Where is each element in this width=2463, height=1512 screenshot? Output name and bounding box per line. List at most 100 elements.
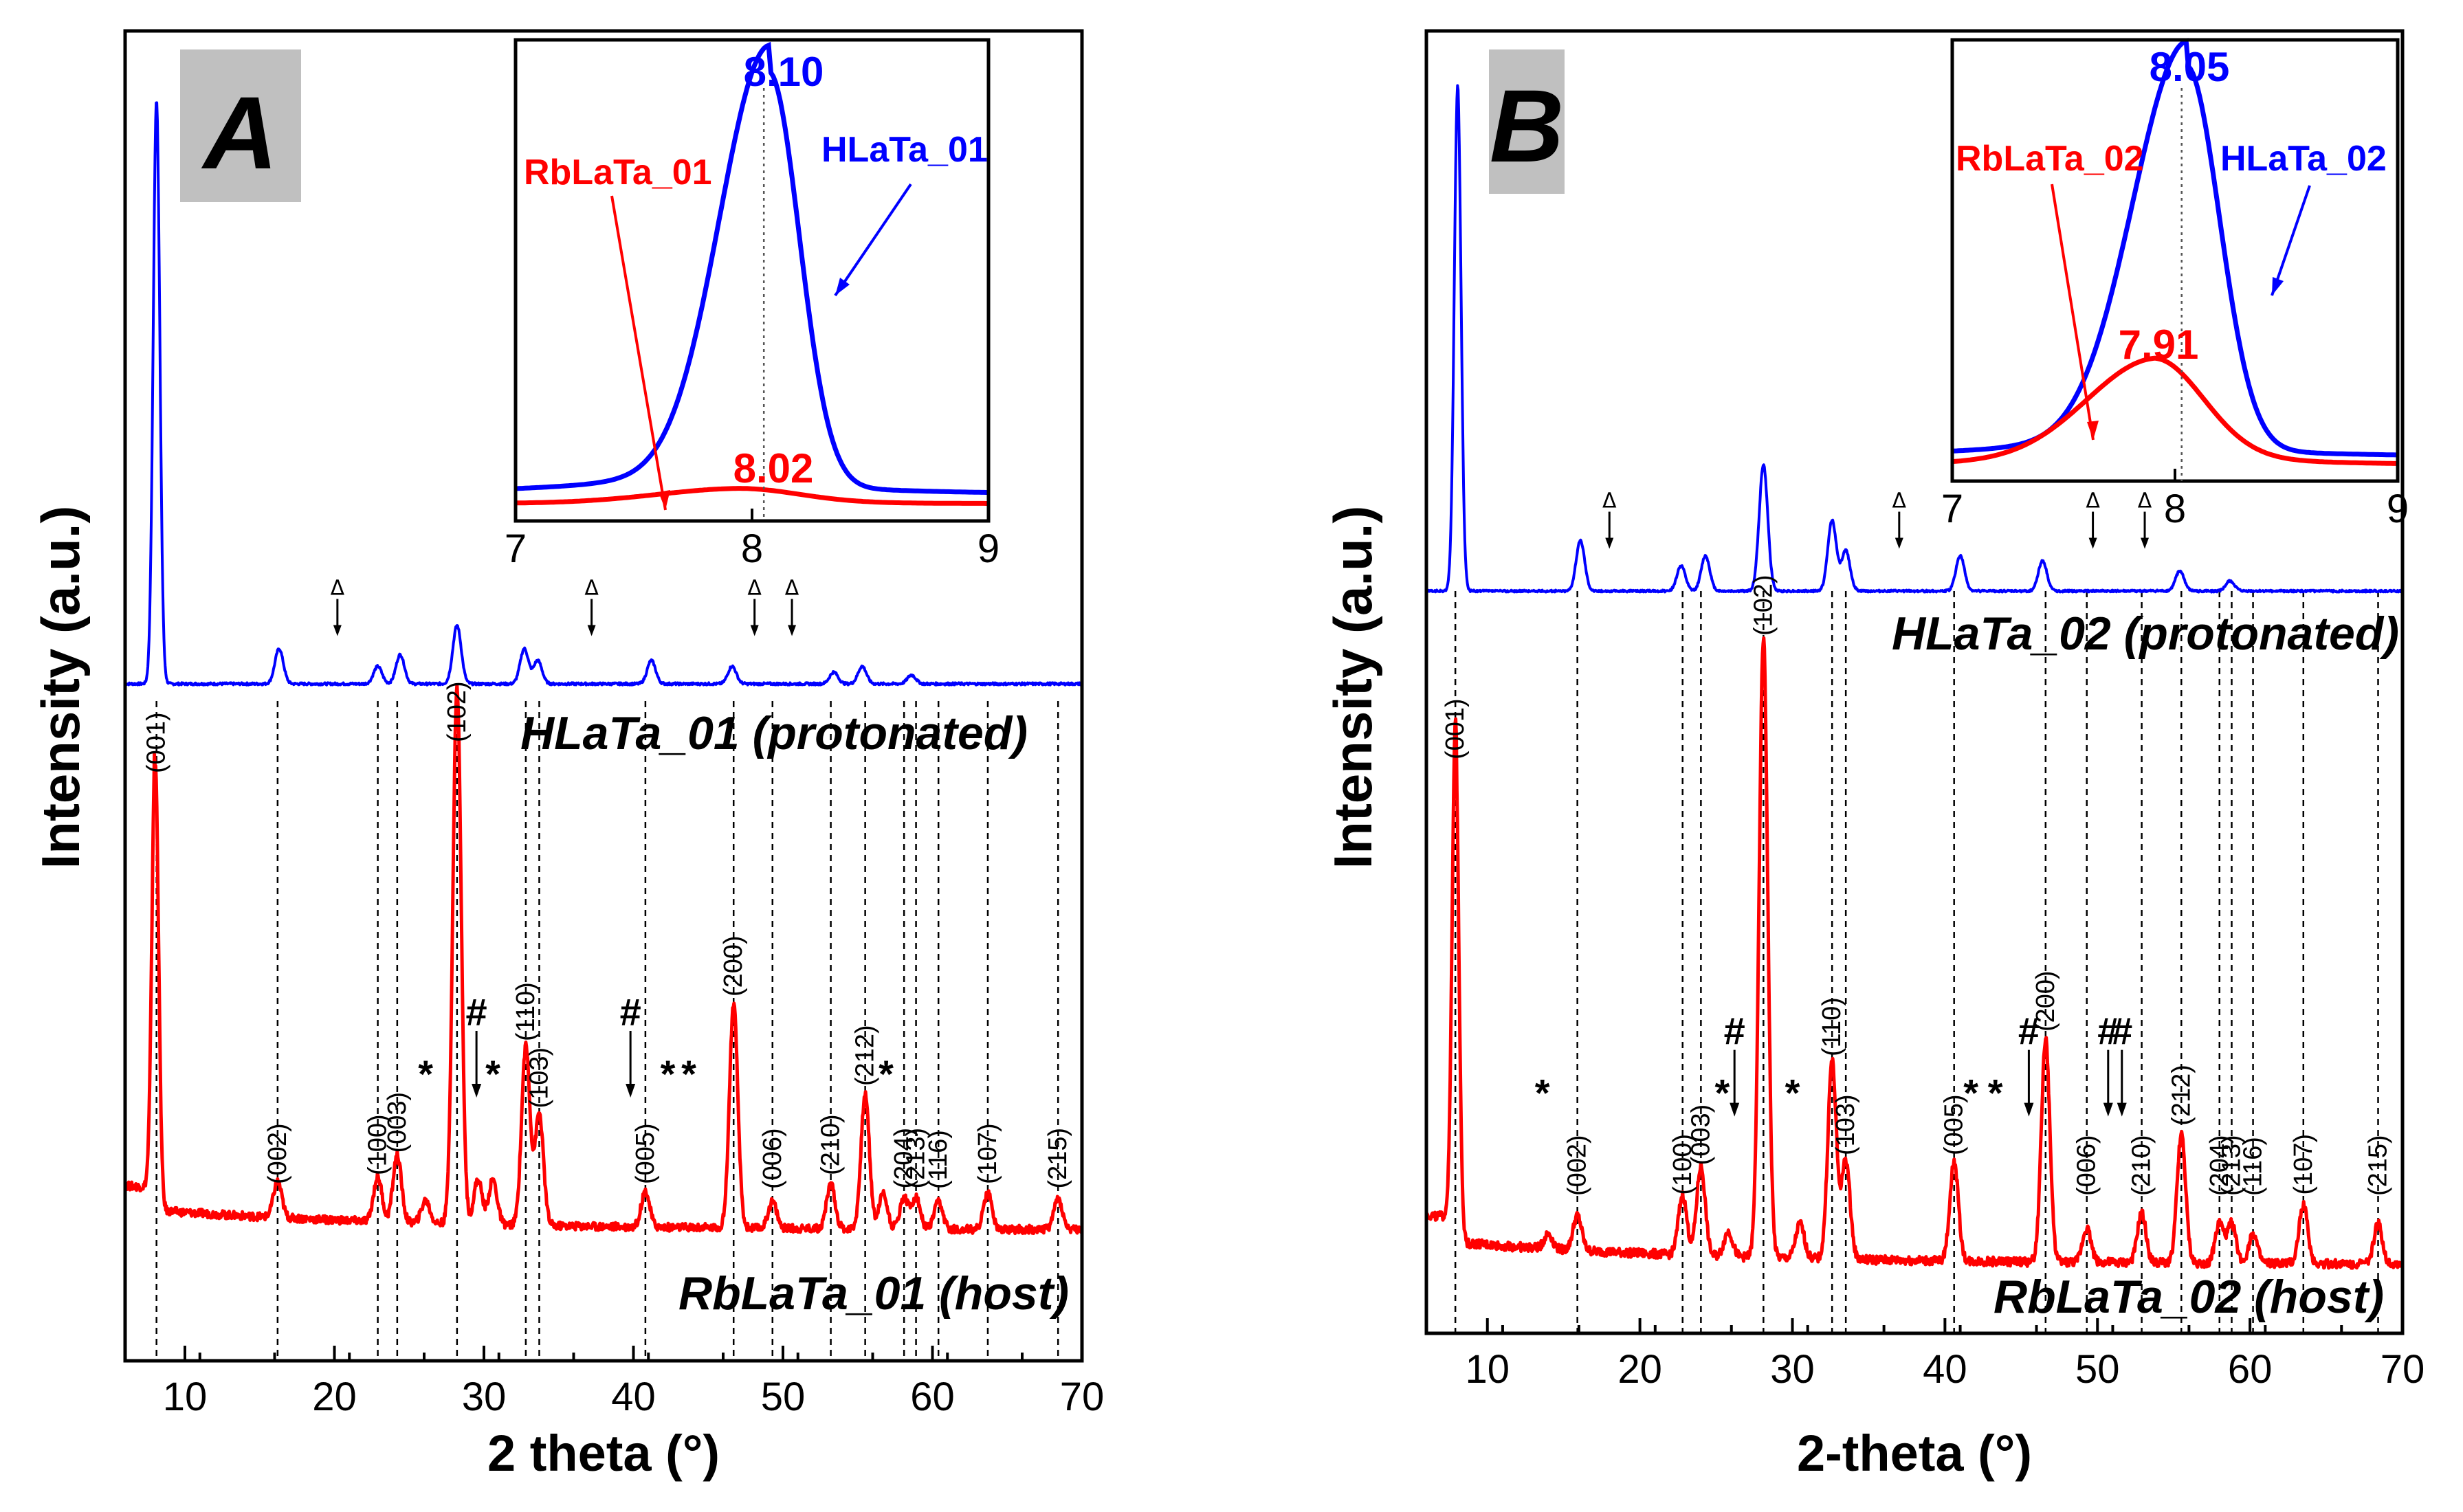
inset-red-peak-value: 8.02 [733,445,814,491]
impurity-arrowhead [472,1084,482,1098]
hkl-label: (006) [2073,1135,2101,1196]
hkl-label: (107) [973,1123,1002,1184]
hkl-label: (003) [383,1092,412,1153]
triangle-mark: Δ [1892,489,1907,513]
x-tick-label: 70 [1060,1375,1105,1419]
hkl-label: (212) [2167,1065,2196,1126]
inset-x-tick-label: 7 [1941,487,1963,531]
x-tick-label: 30 [462,1375,507,1419]
triangle-mark: Δ [2138,489,2152,513]
hkl-label: (005) [631,1123,660,1184]
triangle-mark: Δ [331,577,345,601]
plot-frame [1424,29,2405,1335]
series-label-protonated: HLaTa_02 (protonated) [1892,608,2399,660]
triangle-arrowhead [750,625,759,636]
x-tick-label: 40 [1923,1347,1967,1392]
hkl-label: (210) [2128,1135,2156,1196]
triangle-mark: Δ [785,577,799,601]
impurity-mark: * [1715,1071,1730,1115]
panel-label: A [201,75,278,190]
panel-a: Intensity (a.u.) (001) (002) (100)(003) (10… [30,29,1105,1482]
inset-x-ticks: 7 8 9 [1941,88,2409,531]
impurity-mark: * [681,1052,696,1096]
x-axis-ticks: 10 20 30 40 50 60 70 [124,1346,1105,1419]
inset-traces [1952,38,2398,466]
hkl-label: (107) [2289,1134,2318,1195]
hkl-label: (213) [902,1128,931,1189]
inset-red-series-name: RbLaTa_01 [524,153,712,192]
inset-x-tick-label: 8 [2164,487,2186,531]
x-axis-ticks: 10 20 30 40 50 60 70 [1425,1318,2425,1392]
hkl-label: (005) [1940,1094,1969,1155]
panel-b: Intensity (a.u.) (001) (002) (100)(003) (10… [1323,29,2425,1482]
hkl-label: (200) [2031,970,2060,1032]
inset-red-line [1952,355,2398,466]
hkl-label: (204) [2205,1135,2234,1196]
hkl-label: (006) [758,1128,787,1189]
inset-x-tick-label: 9 [978,526,999,571]
impurity-mark: * [1988,1071,2003,1115]
inset-x-tick-label: 7 [505,526,527,571]
x-tick-label: 20 [1617,1347,1662,1392]
impurity-arrowhead [2103,1102,2113,1117]
hkl-label: (001) [142,712,171,773]
impurity-marks: * *#* * *# ## [1535,1010,2132,1117]
hkl-label: (002) [263,1123,292,1184]
inset-blue-peak-value: 8.05 [2150,44,2230,90]
hkl-label: (001) [1441,698,1470,759]
inset-red-pointer [610,195,667,511]
hkl-label: (215) [1043,1128,1072,1189]
x-tick-label: 60 [2228,1347,2273,1392]
panel-label-box [180,49,301,202]
triangle-mark: Δ [747,577,762,601]
triangle-arrowhead [2141,537,2150,549]
inset-zoom: 7 8 9 8.05 7.91 HLaTa_02 RbLaTa_02 [1941,38,2409,531]
inset-red-pointer-head [659,490,670,510]
inset-red-pointer-head [2087,421,2099,440]
x-tick-label: 20 [312,1375,357,1419]
hkl-label: (215) [2364,1135,2393,1196]
y-axis-title: Intensity (a.u.) [1323,506,1383,869]
hkl-label: (213) [2218,1135,2246,1196]
inset-red-series-name: RbLaTa_02 [1956,139,2144,179]
hkl-label: (212) [851,1025,880,1086]
x-tick-label: 40 [611,1375,656,1419]
series-line-protonated [1425,84,2404,594]
series-line-protonated [124,101,1083,687]
impurity-mark: * [1963,1071,1978,1115]
triangle-mark: Δ [584,577,599,601]
hkl-label: (102) [443,681,472,742]
traces [123,101,1084,1236]
inset-blue-series-name: HLaTa_01 [821,130,988,170]
inset-blue-pointer [2271,185,2311,296]
impurity-mark: * [1785,1071,1800,1115]
impurity-arrowhead [2024,1102,2034,1117]
series-line-host [123,683,1084,1236]
impurity-mark: # [620,990,641,1034]
inset-blue-line [515,41,989,496]
inset-background [516,40,988,521]
panel-label-box [1489,49,1565,194]
x-axis-title: 2-theta (°) [1797,1425,2032,1482]
impurity-mark: * [418,1052,433,1096]
hkl-label: (200) [719,935,748,997]
reference-lines [155,701,1059,1359]
inset-red-peak-value: 7.91 [2119,322,2199,368]
hkl-label: (002) [1563,1135,1592,1196]
inset-blue-peak-value: 8.10 [744,49,824,95]
inset-x-ticks: 7 8 9 [505,88,999,571]
traces [1424,84,2404,1270]
impurity-mark: * [661,1052,676,1096]
hkl-label: (003) [1686,1104,1715,1166]
hkl-label: (102) [1749,575,1778,636]
inset-blue-pointer-head [835,278,850,296]
impurity-mark: # [2111,1010,2132,1053]
triangle-arrowhead [2088,537,2097,549]
panel-label: B [1490,68,1564,184]
triangle-mark: Δ [1602,489,1617,513]
triangle-arrowhead [788,625,797,636]
inset-blue-series-name: HLaTa_02 [2220,139,2387,179]
hkl-label: (100) [1668,1134,1697,1195]
